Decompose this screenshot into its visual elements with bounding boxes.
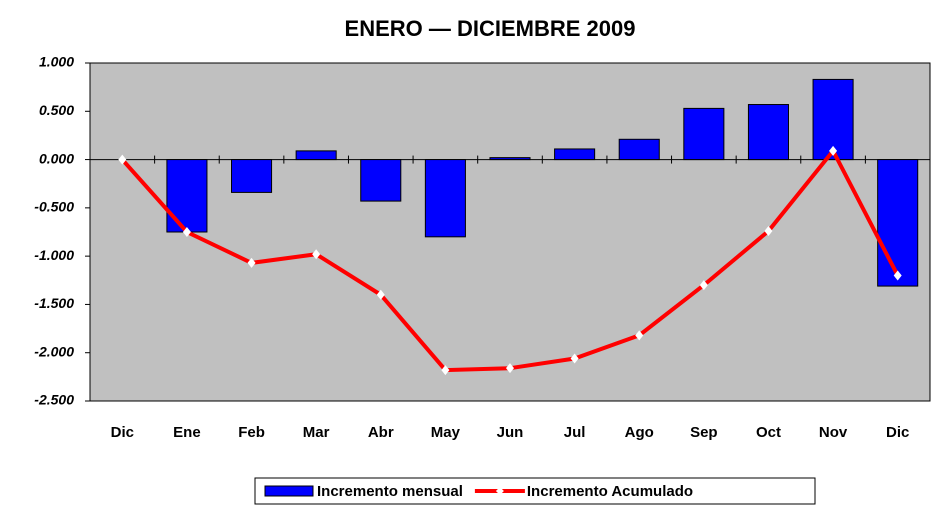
- marker: [699, 280, 708, 291]
- y-tick-label: 0.000: [39, 150, 74, 166]
- marker: [312, 249, 321, 260]
- y-tick-label: -1.000: [34, 247, 74, 263]
- marker: [247, 257, 256, 268]
- y-tick-label: 0.500: [39, 102, 74, 118]
- x-tick-label: Ago: [625, 424, 654, 441]
- x-tick-label: Dic: [886, 424, 909, 441]
- legend-box: [254, 477, 816, 505]
- bar: [360, 159, 402, 202]
- bar: [166, 159, 208, 233]
- y-tick-label: 1.000: [39, 54, 74, 70]
- x-tick-label: Sep: [690, 424, 718, 441]
- marker: [893, 270, 902, 281]
- bar: [683, 107, 725, 161]
- y-tick-label: -1.500: [34, 295, 74, 311]
- bar: [747, 104, 789, 161]
- x-tick-label: Oct: [756, 424, 781, 441]
- marker: [118, 154, 127, 165]
- x-tick-label: Dic: [111, 424, 134, 441]
- x-tick-label: Feb: [238, 424, 265, 441]
- x-tick-label: Jun: [497, 424, 524, 441]
- marker: [441, 365, 450, 376]
- x-tick-label: Jul: [564, 424, 586, 441]
- marker: [570, 353, 579, 364]
- chart-title: ENERO — DICIEMBRE 2009: [345, 16, 636, 41]
- y-tick-label: -2.500: [34, 392, 74, 408]
- y-tick-label: -0.500: [34, 199, 74, 215]
- marker: [635, 330, 644, 341]
- legend-marker: [495, 487, 504, 495]
- bar: [295, 150, 337, 161]
- bar: [554, 148, 596, 161]
- y-tick-label: -2.000: [34, 343, 74, 359]
- x-tick-label: Nov: [819, 424, 848, 441]
- x-tick-label: Abr: [368, 424, 394, 441]
- bar: [877, 159, 919, 287]
- x-tick-label: Mar: [303, 424, 330, 441]
- legend-swatch: [264, 485, 314, 497]
- marker: [376, 289, 385, 300]
- x-tick-label: May: [431, 424, 461, 441]
- legend-label: Incremento mensual: [317, 483, 463, 500]
- bar: [489, 157, 531, 161]
- marker: [506, 363, 514, 374]
- marker: [829, 145, 838, 156]
- bar: [231, 159, 273, 193]
- marker: [764, 226, 773, 237]
- bar: [618, 138, 660, 161]
- x-tick-label: Ene: [173, 424, 201, 441]
- legend-label: Incremento Acumulado: [527, 483, 693, 500]
- marker: [182, 227, 191, 237]
- plot-area: [89, 62, 931, 402]
- bar: [424, 159, 466, 238]
